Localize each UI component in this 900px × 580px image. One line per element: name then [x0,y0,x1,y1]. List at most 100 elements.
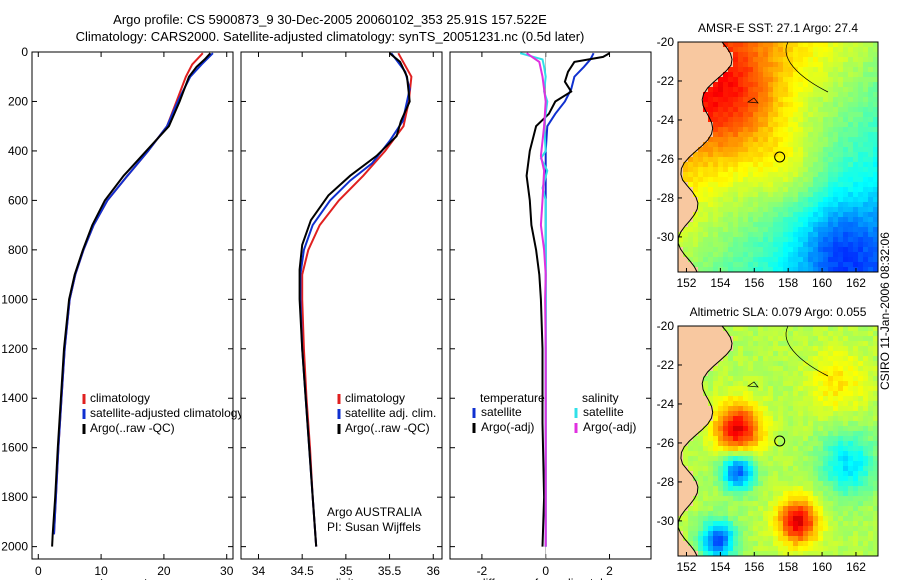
sst-map-cell [793,202,799,208]
sst-map-cell [853,202,859,208]
sst-map-cell [798,107,804,113]
sst-map-cell [683,127,689,133]
sst-map-cell [793,102,799,108]
sla-map-cell [718,526,724,532]
sst-map-cell [818,132,824,138]
sla-map-cell [823,476,829,482]
sla-map-cell [823,491,829,497]
sst-map-cell [698,257,704,263]
figure-title-line1: Argo profile: CS 5900873_9 30-Dec-2005 2… [113,12,547,27]
sst-map-cell [838,217,844,223]
sst-map-cell [773,82,779,88]
sst-map-cell [683,202,689,208]
sst-map-cell [873,187,879,193]
sla-map-cell [783,371,789,377]
sst-map-cell [748,242,754,248]
sla-map-cell [763,421,769,427]
sla-map-cell [683,541,689,547]
sst-map-cell [733,157,739,163]
sst-map-cell [798,192,804,198]
sla-map-cell [853,361,859,367]
sla-map-cell [753,536,759,542]
sla-map-cell [713,546,719,552]
sla-map-cell [873,386,879,392]
sst-map-cell [753,42,759,48]
sla-map-cell [778,336,784,342]
sla-map-cell [798,416,804,422]
sst-map-cell [848,257,854,263]
sst-map-cell [848,252,854,258]
sst-map-cell [723,207,729,213]
sst-map-cell [768,152,774,158]
sla-map-cell [678,536,684,542]
sst-map-cell [753,232,759,238]
sst-map-cell [703,142,709,148]
sla-map-cell [758,506,764,512]
sla-map-cell [868,436,874,442]
sst-map-cell [833,62,839,68]
sla-map-cell [868,431,874,437]
sst-map-cell [708,107,714,113]
sst-map-cell [743,162,749,168]
sst-map-cell [798,207,804,213]
sla-map-cell [798,406,804,412]
sst-map-cell [698,42,704,48]
sst-map-cell [718,167,724,173]
sla-map-cell [798,466,804,472]
sla-map-cell [788,521,794,527]
sla-map-cell [833,526,839,532]
sst-map-cell [843,247,849,253]
sla-map-cell [753,506,759,512]
sst-map-cell [753,177,759,183]
sst-map-cell [698,127,704,133]
sst-map-cell [693,232,699,238]
sst-map-cell [788,147,794,153]
sla-map-cell [813,511,819,517]
sla-map-cell [813,546,819,552]
sst-map-cell [678,167,684,173]
sla-map-cell [763,491,769,497]
sst-map-cell [758,202,764,208]
sst-map-cell [783,162,789,168]
sla-map-cell [708,341,714,347]
sla-map-cell [773,336,779,342]
sst-map-cell [828,152,834,158]
sst-map-cell [843,152,849,158]
sst-map-cell [718,107,724,113]
sla-map-cell [703,426,709,432]
sla-map-cell [708,406,714,412]
difference-profile-xtick-label: 2 [606,564,613,578]
sla-map-cell [853,501,859,507]
sla-map-cell [743,536,749,542]
sst-map-cell [713,227,719,233]
sla-map-cell [758,551,764,557]
depth-tick-label: 1400 [1,391,28,405]
sla-map-cell [718,401,724,407]
sla-map-cell [768,516,774,522]
sla-map-cell [793,526,799,532]
sst-map-cell [748,187,754,193]
sla-map-cell [783,406,789,412]
sst-map-cell [793,127,799,133]
sla-map-cell [683,326,689,332]
sst-map-cell [838,202,844,208]
sla-map-cell [813,431,819,437]
sst-map-frame [677,41,879,273]
sla-map-cell [768,381,774,387]
sla-map-cell [718,521,724,527]
sst-map-cell [718,247,724,253]
sla-map-cell [863,371,869,377]
sst-map-cell [713,172,719,178]
sst-map-cell [848,247,854,253]
sst-map-cell [763,147,769,153]
sst-map-cell [703,57,709,63]
sst-map-cell [703,197,709,203]
sla-map-cell [778,431,784,437]
sla-map-cell [788,391,794,397]
sst-map-cell [863,57,869,63]
sla-map-cell [803,391,809,397]
sla-map-cell [728,541,734,547]
sst-map-cell [758,177,764,183]
sst-map-cell [828,222,834,228]
sst-map-cell [703,112,709,118]
